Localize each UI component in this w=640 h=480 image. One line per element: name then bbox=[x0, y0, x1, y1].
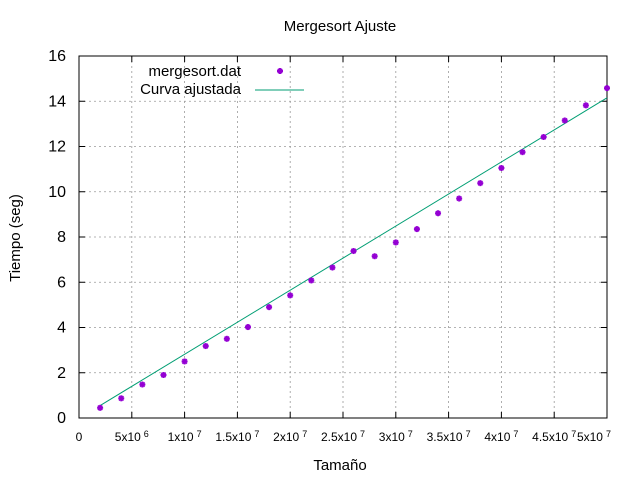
y-tick-label: 4 bbox=[57, 320, 66, 337]
x-tick-label: 3.5x10 7 bbox=[427, 429, 471, 444]
x-tick-exponent: 6 bbox=[144, 429, 149, 439]
data-point bbox=[435, 210, 442, 217]
data-point bbox=[266, 304, 273, 311]
legend-label-curva: Curva ajustada bbox=[140, 81, 242, 98]
legend-point-marker bbox=[277, 68, 283, 74]
y-axis: 0 2 4 6 8 10 12 14 16 bbox=[48, 48, 607, 427]
x-tick-label: 4.5x10 7 bbox=[532, 429, 576, 444]
data-point bbox=[139, 381, 146, 388]
data-point bbox=[223, 335, 230, 342]
x-tick-label-text: 4x10 7 bbox=[484, 429, 518, 444]
data-point bbox=[160, 372, 167, 379]
y-tick-label: 6 bbox=[57, 274, 66, 291]
x-tick-exponent: 7 bbox=[513, 429, 518, 439]
x-tick-label-text: 2.5x10 7 bbox=[321, 429, 365, 444]
x-tick-mantissa: 1x10 bbox=[168, 430, 194, 444]
data-point bbox=[477, 180, 484, 187]
x-axis-label: Tamaño bbox=[313, 457, 366, 474]
legend-marker-mergesort bbox=[277, 68, 283, 74]
x-tick-label: 0 bbox=[76, 430, 83, 444]
x-tick-label-text: 5x10 6 bbox=[115, 429, 149, 444]
x-tick-mantissa: 0 bbox=[76, 430, 83, 444]
y-tick-label: 14 bbox=[48, 93, 66, 110]
data-point bbox=[540, 133, 547, 140]
x-tick-label: 2x10 7 bbox=[273, 429, 307, 444]
x-tick-mantissa: 1.5x10 bbox=[215, 430, 251, 444]
data-point bbox=[244, 324, 251, 331]
y-axis-label: Tiempo (seg) bbox=[7, 194, 24, 282]
data-point bbox=[456, 195, 463, 202]
x-tick-label-text: 1.5x10 7 bbox=[215, 429, 259, 444]
data-point bbox=[582, 102, 589, 109]
x-tick-label: 4x10 7 bbox=[484, 429, 518, 444]
y-tick-label: 12 bbox=[48, 139, 66, 156]
x-tick-label: 3x10 7 bbox=[379, 429, 413, 444]
data-point bbox=[498, 164, 505, 171]
x-tick-label-text: 5x10 7 bbox=[577, 429, 611, 444]
data-point bbox=[350, 248, 357, 255]
y-tick-label: 16 bbox=[48, 48, 66, 65]
x-tick-mantissa: 2x10 bbox=[273, 430, 299, 444]
data-point bbox=[371, 253, 378, 260]
data-point bbox=[118, 395, 125, 402]
x-tick-mantissa: 5x10 bbox=[115, 430, 141, 444]
data-point bbox=[97, 404, 104, 411]
y-tick-label: 0 bbox=[57, 410, 66, 427]
data-point bbox=[308, 277, 315, 284]
series-layer bbox=[97, 85, 610, 411]
x-tick-label: 2.5x10 7 bbox=[321, 429, 365, 444]
data-point bbox=[181, 358, 188, 365]
x-tick-exponent: 7 bbox=[254, 429, 259, 439]
data-point bbox=[329, 264, 336, 271]
x-tick-label: 1x10 7 bbox=[168, 429, 202, 444]
x-tick-exponent: 7 bbox=[408, 429, 413, 439]
x-tick-label-text: 1x10 7 bbox=[168, 429, 202, 444]
x-tick-label-text: 3x10 7 bbox=[379, 429, 413, 444]
data-point bbox=[604, 85, 610, 92]
x-tick-label-text: 4.5x10 7 bbox=[532, 429, 576, 444]
y-tick-label: 8 bbox=[57, 229, 66, 246]
data-point bbox=[287, 292, 294, 299]
x-tick-exponent: 7 bbox=[606, 429, 611, 439]
x-tick-exponent: 7 bbox=[302, 429, 307, 439]
x-axis: 0 5x10 6 1x10 7 1.5x10 7 2x10 7 2.5x10 7 3x10 7 3.5x1… bbox=[76, 56, 611, 444]
x-tick-exponent: 7 bbox=[360, 429, 365, 439]
x-tick-label-text: 3.5x10 7 bbox=[427, 429, 471, 444]
x-tick-mantissa: 2.5x10 bbox=[321, 430, 357, 444]
x-tick-label: 5x10 7 bbox=[577, 429, 611, 444]
y-tick-label: 2 bbox=[57, 365, 66, 382]
x-tick-mantissa: 4x10 bbox=[484, 430, 510, 444]
data-point bbox=[392, 239, 399, 246]
x-tick-exponent: 7 bbox=[466, 429, 471, 439]
y-tick-label: 10 bbox=[48, 184, 66, 201]
x-tick-label-text: 2x10 7 bbox=[273, 429, 307, 444]
x-tick-exponent: 7 bbox=[571, 429, 576, 439]
data-point bbox=[519, 149, 526, 156]
x-tick-label-text: 0 bbox=[76, 430, 83, 444]
data-point bbox=[413, 226, 420, 233]
chart-title: Mergesort Ajuste bbox=[284, 18, 397, 35]
x-tick-label: 5x10 6 bbox=[115, 429, 149, 444]
x-tick-mantissa: 4.5x10 bbox=[532, 430, 568, 444]
x-tick-exponent: 7 bbox=[197, 429, 202, 439]
grid bbox=[79, 56, 607, 418]
legend: mergesort.dat Curva ajustada bbox=[140, 63, 304, 98]
data-point bbox=[561, 117, 568, 124]
x-tick-label: 1.5x10 7 bbox=[215, 429, 259, 444]
x-tick-mantissa: 3x10 bbox=[379, 430, 405, 444]
data-point bbox=[202, 343, 209, 350]
legend-label-mergesort: mergesort.dat bbox=[148, 63, 241, 80]
x-tick-mantissa: 3.5x10 bbox=[427, 430, 463, 444]
x-tick-mantissa: 5x10 bbox=[577, 430, 603, 444]
